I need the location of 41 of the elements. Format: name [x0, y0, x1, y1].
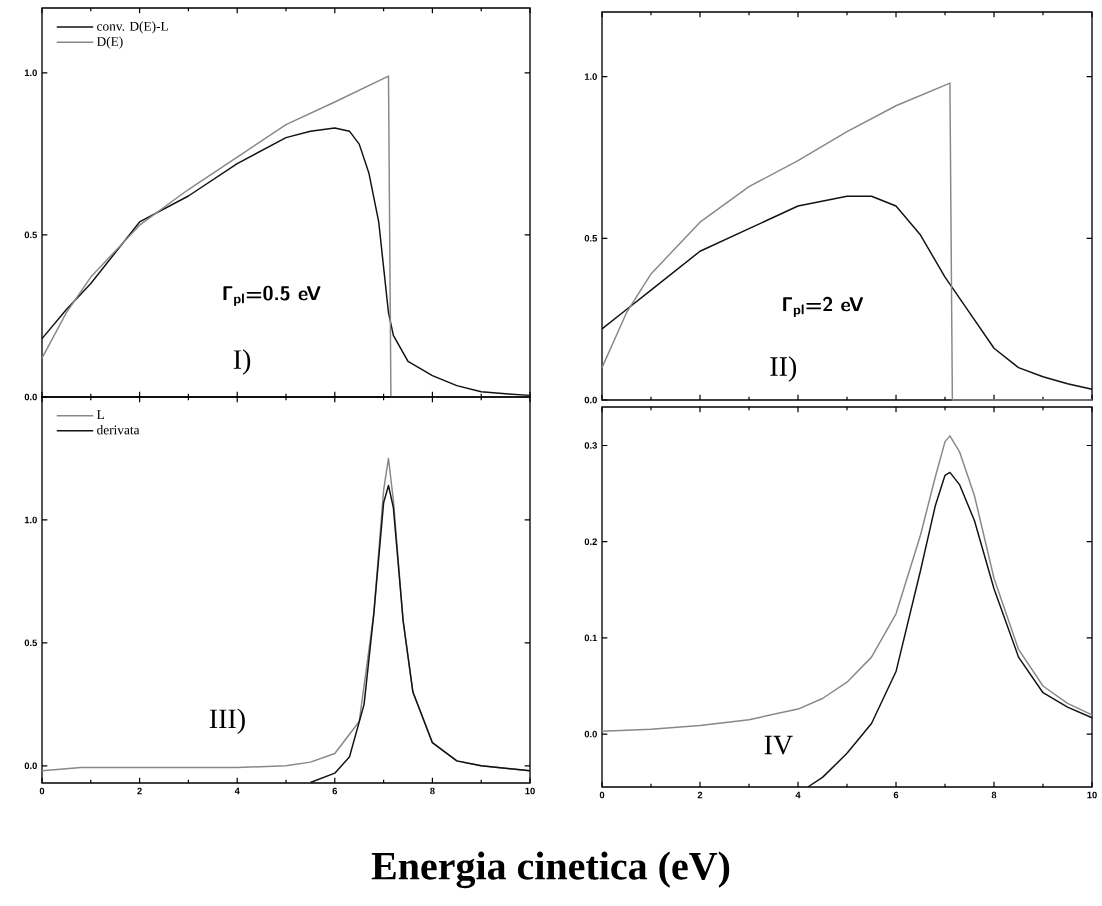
y-tick-label: 0.1	[584, 634, 598, 642]
y-tick-label: 1.0	[24, 69, 37, 77]
x-tick-label: 10	[1087, 791, 1097, 799]
x-tick-label: 4	[234, 787, 240, 795]
annotation: IV	[764, 735, 793, 755]
y-tick-label: 0.2	[584, 538, 597, 545]
legend-label: D(E)	[96, 36, 123, 49]
x-axis-title: Energia cinetica (eV)	[371, 851, 730, 889]
line-series	[41, 127, 531, 397]
y-tick-label: 0.0	[24, 393, 37, 401]
annotation: III)	[209, 708, 245, 734]
annotation: I)	[233, 349, 251, 375]
y-tick-label: 0.5	[584, 235, 598, 242]
x-tick-label: 6	[893, 791, 899, 799]
y-tick-label: 0.5	[24, 639, 38, 647]
line-series	[601, 435, 1093, 732]
x-tick-label: 0	[39, 787, 45, 795]
x-tick-label: 10	[525, 787, 535, 795]
legend-label: L	[96, 410, 104, 420]
legend-label: derivata	[97, 425, 140, 435]
y-tick-label: 0.0	[584, 396, 597, 404]
x-tick-label: 2	[137, 787, 142, 795]
annotation: Γ$_{pl}$=0.5 eV	[223, 285, 321, 306]
y-tick-label: 0.0	[584, 730, 597, 738]
x-tick-label: 6	[332, 787, 338, 795]
x-tick-label: 4	[795, 791, 801, 799]
x-tick-label: 8	[430, 787, 435, 795]
y-tick-label: 0.3	[584, 442, 597, 449]
line-series	[807, 471, 1093, 788]
annotation: Γ$_{pl}$=2 eV	[783, 296, 864, 317]
legend-label: conv. D(E)-L	[97, 21, 168, 34]
y-tick-label: 1.0	[24, 516, 37, 524]
y-tick-label: 1.0	[584, 73, 597, 80]
line-series	[601, 195, 1093, 391]
x-tick-label: 8	[991, 791, 997, 799]
annotation: II)	[770, 356, 797, 382]
y-tick-label: 0.0	[24, 762, 37, 770]
x-tick-label: 2	[697, 791, 703, 799]
y-tick-label: 0.5	[24, 231, 38, 239]
line-series	[309, 484, 531, 784]
x-tick-label: 0	[599, 791, 605, 799]
